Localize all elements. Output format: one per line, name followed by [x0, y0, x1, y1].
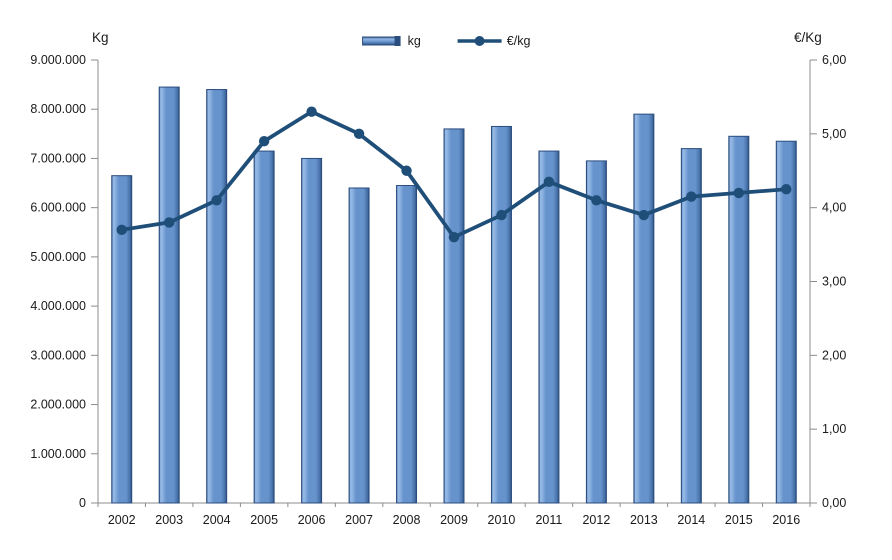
x-axis-category-label: 2011	[535, 513, 562, 527]
bar-series-swatch-icon	[362, 36, 401, 46]
x-axis-category-label: 2007	[345, 513, 373, 527]
bar-2016	[775, 140, 797, 504]
bar-2006	[301, 157, 323, 504]
left-axis-tick-label: 6.000.000	[30, 201, 86, 215]
legend-item-eur-kg: €/kg	[457, 34, 531, 48]
bar-2014	[680, 148, 702, 504]
line-marker-2011	[543, 176, 555, 188]
line-marker-2003	[164, 217, 175, 228]
x-axis-category-label: 2009	[440, 513, 468, 527]
line-marker-2008	[401, 165, 412, 176]
bar-2003	[158, 86, 180, 504]
bar-2012	[585, 160, 607, 504]
left-axis-tick-label: 4.000.000	[30, 299, 86, 313]
line-marker-2016	[781, 184, 792, 195]
line-marker-2015	[733, 187, 744, 199]
x-axis-category-label: 2003	[155, 513, 183, 527]
line-marker-2007	[353, 128, 365, 140]
line-marker-2002	[116, 224, 127, 236]
right-axis-title: €/Kg	[794, 30, 822, 45]
bar-2005	[253, 150, 275, 504]
line-marker-2010	[496, 209, 507, 221]
line-marker-2004	[211, 195, 222, 206]
x-axis-category-label: 2014	[677, 513, 705, 527]
x-axis-category-label: 2013	[630, 513, 658, 527]
left-axis-title: Kg	[92, 30, 109, 45]
line-marker-2006	[306, 106, 317, 117]
bar-2002	[111, 175, 133, 504]
x-axis-category-label: 2002	[108, 513, 136, 527]
bar-2010	[490, 125, 512, 504]
bar-2013	[633, 113, 655, 504]
left-axis-tick-label: 9.000.000	[30, 53, 86, 67]
legend-label-eur-kg: €/kg	[506, 34, 531, 48]
right-axis-tick-label: 1,00	[822, 422, 846, 436]
bar-2008	[396, 185, 418, 504]
left-axis-tick-label: 3.000.000	[30, 348, 86, 362]
left-axis-tick-label: 2.000.000	[30, 398, 86, 412]
line-marker-2005	[258, 136, 270, 147]
left-axis-tick-label: 0	[79, 496, 86, 510]
bar-2007	[348, 187, 370, 504]
line-marker-2009	[448, 232, 460, 243]
right-axis-tick-label: 3,00	[822, 275, 846, 289]
x-axis-category-label: 2005	[250, 513, 278, 527]
x-axis-category-label: 2004	[203, 513, 231, 527]
left-axis-tick-label: 7.000.000	[30, 151, 86, 165]
right-axis-tick-label: 4,00	[822, 201, 846, 215]
x-axis-category-label: 2008	[393, 513, 421, 527]
legend-label-kg: kg	[407, 34, 421, 48]
right-axis-tick-label: 6,00	[822, 53, 846, 67]
bar-2011	[538, 150, 560, 504]
right-axis-tick-label: 5,00	[822, 127, 846, 141]
x-axis-category-label: 2010	[488, 513, 516, 527]
x-axis-category-label: 2016	[772, 513, 800, 527]
legend: kg €/kg	[362, 34, 531, 48]
bar-2015	[728, 135, 750, 504]
x-axis-category-label: 2012	[582, 513, 610, 527]
right-axis-tick-label: 0,00	[822, 496, 846, 510]
bar-2009	[443, 128, 465, 504]
line-series-swatch-icon	[457, 36, 502, 46]
line-marker-2012	[591, 195, 602, 206]
legend-item-kg: kg	[362, 34, 421, 48]
left-axis-tick-label: 5.000.000	[30, 250, 86, 264]
right-axis-tick-label: 2,00	[822, 348, 846, 362]
left-axis-tick-label: 8.000.000	[30, 102, 86, 116]
bar-2004	[206, 89, 228, 504]
x-axis-category-label: 2015	[725, 513, 753, 527]
line-marker-2014	[686, 191, 697, 202]
left-axis-tick-label: 1.000.000	[30, 447, 86, 461]
line-marker-2013	[638, 209, 650, 221]
x-axis-category-label: 2006	[298, 513, 326, 527]
